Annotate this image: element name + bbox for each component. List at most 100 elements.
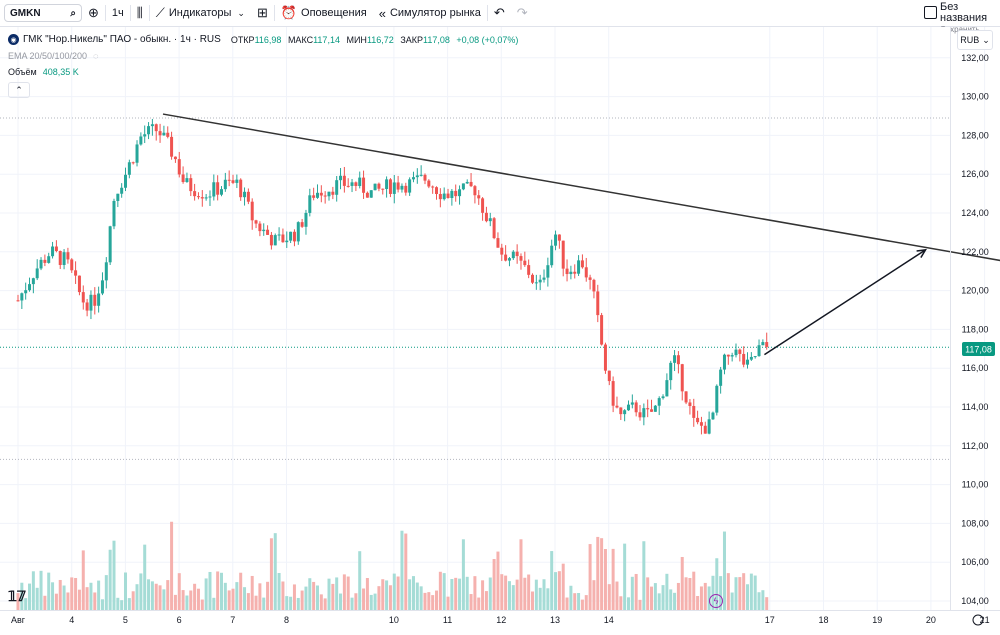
legend-title[interactable]: ГМК "Нор.Никель" ПАО - обыкн. · 1ч · RUS xyxy=(23,34,221,45)
currency-button[interactable]: RUB ⌄ xyxy=(957,30,993,50)
volume-bar xyxy=(354,593,358,610)
price-axis[interactable]: 104,00 106,00 108,00 110,00 112,00 114,00 116,… xyxy=(961,53,989,606)
volume-bar xyxy=(519,539,523,610)
chevron-up-icon: ⌃ xyxy=(15,84,23,95)
candle-body xyxy=(527,265,531,275)
candle-body xyxy=(661,396,665,399)
candle-body xyxy=(530,274,534,283)
candle-body xyxy=(365,192,369,198)
layout-name-button[interactable]: Без названия Сохранить xyxy=(940,2,1000,35)
candle-body xyxy=(565,268,569,275)
volume-bar xyxy=(534,579,538,610)
candle-body xyxy=(16,300,20,302)
volume-bar xyxy=(538,587,542,610)
candle-body xyxy=(135,144,139,163)
volume-bar xyxy=(646,577,650,610)
candle-body xyxy=(707,419,711,434)
open-value: 116,98 xyxy=(254,34,282,45)
volume-bar xyxy=(20,582,24,610)
eye-off-icon[interactable]: ◌ xyxy=(93,51,99,61)
volume-bar xyxy=(66,592,70,610)
time-axis-settings-icon[interactable] xyxy=(972,614,984,626)
replay-button[interactable]: « Симулятор рынка xyxy=(373,0,487,26)
candle-body xyxy=(219,189,223,195)
volume-bar xyxy=(458,578,462,610)
candle-body xyxy=(711,412,715,420)
indicators-button[interactable]: ⟋ Индикаторы ⌄ xyxy=(150,0,251,26)
volume-bar xyxy=(396,576,400,610)
volume-legend[interactable]: Объём 408,35 K xyxy=(8,67,79,77)
volume-bar xyxy=(669,589,673,610)
candle-body xyxy=(31,278,35,285)
candle-body xyxy=(54,246,58,251)
trend-line[interactable] xyxy=(162,113,1000,291)
volume-bar xyxy=(607,584,611,610)
candle-body xyxy=(688,402,692,407)
candle-body xyxy=(450,190,454,199)
compare-button[interactable]: ⊕ xyxy=(82,0,105,26)
volume-bar xyxy=(327,578,331,610)
volume-bar xyxy=(216,571,220,610)
candle-body xyxy=(150,124,154,127)
volume-bar xyxy=(423,592,427,610)
candle-body xyxy=(607,370,611,382)
candle-body xyxy=(554,234,558,246)
volume-bar xyxy=(484,591,488,610)
candle-body xyxy=(611,381,615,406)
layouts-button[interactable]: ⊞ xyxy=(251,0,274,26)
candle-body xyxy=(58,250,62,265)
close-value: 117,08 xyxy=(423,34,450,45)
candle-body xyxy=(408,179,412,193)
candle-body xyxy=(431,186,435,188)
volume-bar xyxy=(193,583,197,610)
lightning-icon[interactable]: ϟ xyxy=(709,594,723,608)
projection-arrow-line[interactable] xyxy=(764,249,926,356)
volume-bar xyxy=(231,588,235,610)
candle-body xyxy=(162,132,166,136)
candle-body xyxy=(638,412,642,418)
volume-bar xyxy=(185,595,189,610)
volume-bar xyxy=(603,548,607,610)
candle-body xyxy=(592,279,596,292)
time-tick-label: 13 xyxy=(550,615,560,625)
candle-body xyxy=(496,238,500,248)
volume-bar xyxy=(492,559,496,610)
candle-body xyxy=(623,410,627,415)
volume-bar xyxy=(630,576,634,610)
volume-label: Объём xyxy=(8,67,37,77)
price-tick-label: 104,00 xyxy=(961,596,989,606)
time-axis[interactable]: Авг4567810111213141718192021222324 xyxy=(11,615,1000,625)
undo-button[interactable]: ↶ xyxy=(488,0,511,26)
candle-body xyxy=(24,290,28,294)
interval-button[interactable]: 1ч xyxy=(106,0,130,26)
legend-collapse-button[interactable]: ⌃ xyxy=(8,82,30,98)
candle-body xyxy=(511,251,515,259)
volume-bar xyxy=(699,586,703,610)
drawings[interactable] xyxy=(162,113,1000,356)
ema-indicator-legend[interactable]: EMA 20/50/100/200 ◌ xyxy=(8,51,98,61)
candle-body xyxy=(596,291,600,316)
candle-body xyxy=(381,188,385,190)
tradingview-logo[interactable]: 𝟙𝟟 xyxy=(8,588,26,604)
layout-checkbox[interactable] xyxy=(924,6,937,19)
candle-body xyxy=(680,364,684,392)
alerts-button[interactable]: ⏰ Оповещения xyxy=(275,0,373,26)
volume-bar xyxy=(54,593,58,610)
volume-bar xyxy=(120,600,124,610)
candle-body xyxy=(100,280,104,294)
volume-bar xyxy=(684,577,688,610)
symbol-search[interactable]: GMKN ⌕ xyxy=(4,4,82,22)
undo-icon: ↶ xyxy=(493,5,505,20)
volume-bar xyxy=(47,572,51,610)
projection-arrow-head[interactable] xyxy=(916,248,927,258)
volume-bar xyxy=(358,551,362,610)
volume-bar xyxy=(404,533,408,610)
volume-bar xyxy=(757,592,761,610)
candle-body xyxy=(626,404,630,411)
chart-type-button[interactable]: ⫼ xyxy=(131,0,149,26)
volume-bar xyxy=(573,593,577,610)
candle-body xyxy=(392,182,396,194)
candle-body xyxy=(603,344,607,371)
redo-button[interactable]: ↷ xyxy=(511,0,534,26)
